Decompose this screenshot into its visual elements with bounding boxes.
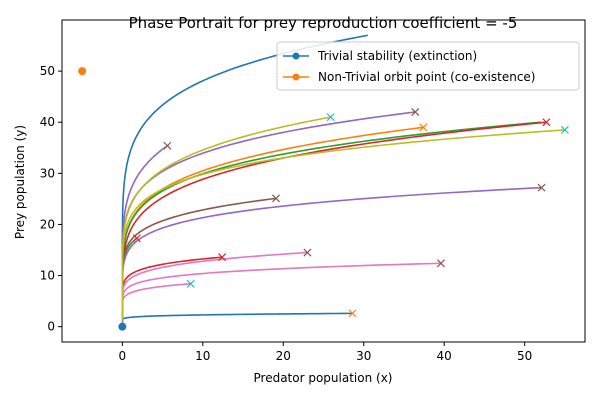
y-tick-label: 50 bbox=[40, 64, 55, 78]
trajectory-start-marker bbox=[132, 234, 141, 243]
trajectory-line bbox=[121, 262, 441, 325]
legend-marker bbox=[292, 52, 300, 60]
trajectory-start-marker bbox=[411, 107, 420, 117]
legend-label: Trivial stability (extinction) bbox=[317, 49, 477, 63]
x-axis-label: Predator population (x) bbox=[254, 371, 393, 385]
trajectory-start-marker bbox=[303, 248, 312, 257]
plot-area bbox=[78, 34, 569, 331]
trajectory-start-marker bbox=[560, 125, 569, 134]
trajectory-start-marker bbox=[326, 113, 335, 122]
axes-frame bbox=[61, 19, 586, 343]
y-tick-label: 10 bbox=[40, 269, 55, 283]
y-tick-label: 20 bbox=[40, 217, 55, 231]
legend-marker bbox=[292, 73, 300, 81]
y-axis-label: Prey population (y) bbox=[13, 125, 27, 239]
trajectory-start-marker bbox=[218, 253, 227, 262]
legend: Trivial stability (extinction) Non-Trivia… bbox=[276, 41, 580, 91]
trajectories-group bbox=[121, 34, 569, 325]
trajectory-start-marker bbox=[163, 141, 172, 150]
trajectory-line bbox=[121, 34, 368, 312]
trajectory-start-marker bbox=[542, 118, 551, 127]
x-tick-label: 20 bbox=[276, 349, 291, 363]
y-tick-label: 30 bbox=[40, 166, 55, 180]
equilibrium-point bbox=[118, 322, 127, 331]
trajectory-start-marker bbox=[419, 123, 428, 132]
x-tick-label: 10 bbox=[195, 349, 210, 363]
x-tick-label: 30 bbox=[356, 349, 371, 363]
legend-box bbox=[276, 41, 580, 91]
y-tick-label: 0 bbox=[47, 320, 55, 334]
trajectory-start-marker bbox=[272, 194, 281, 203]
trajectory-start-marker bbox=[186, 279, 195, 288]
trajectory-line bbox=[121, 129, 565, 321]
axis-ticks: 0 10 20 30 40 50 0 10 20 30 40 50 bbox=[40, 64, 533, 363]
trajectory-start-marker bbox=[436, 259, 445, 268]
chart-title: Phase Portrait for prey reproduction coe… bbox=[129, 14, 518, 32]
x-tick-label: 50 bbox=[517, 349, 532, 363]
legend-label: Non-Trivial orbit point (co-existence) bbox=[318, 70, 535, 84]
y-tick-label: 40 bbox=[40, 115, 55, 129]
trajectory-start-marker bbox=[348, 309, 357, 318]
equilibrium-point bbox=[78, 67, 87, 76]
trajectory-start-marker bbox=[537, 183, 546, 192]
x-tick-label: 0 bbox=[119, 349, 127, 363]
x-tick-label: 40 bbox=[437, 349, 452, 363]
